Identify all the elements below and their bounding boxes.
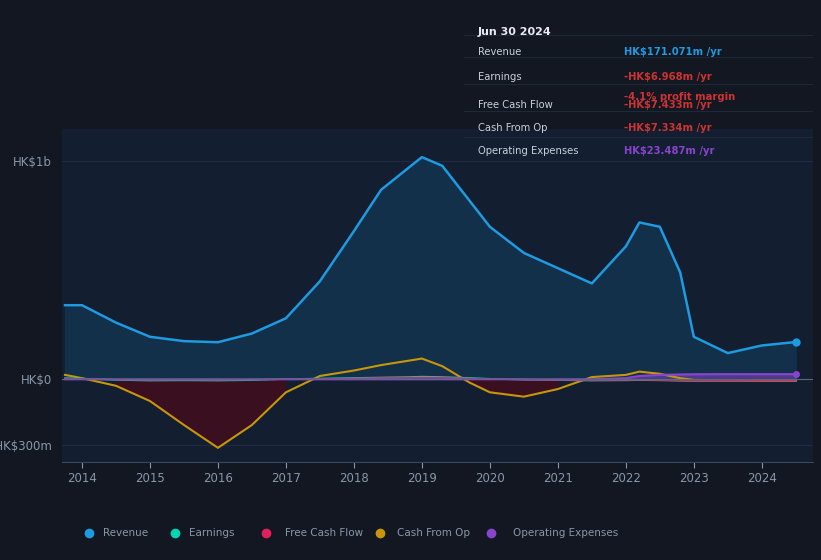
Text: Free Cash Flow: Free Cash Flow (285, 529, 363, 538)
Text: -HK$7.433m /yr: -HK$7.433m /yr (624, 100, 712, 110)
Text: HK$23.487m /yr: HK$23.487m /yr (624, 146, 715, 156)
Text: Revenue: Revenue (478, 47, 521, 57)
Text: Free Cash Flow: Free Cash Flow (478, 100, 553, 110)
Text: -4.1% profit margin: -4.1% profit margin (624, 92, 736, 102)
Text: Earnings: Earnings (189, 529, 234, 538)
Text: -HK$6.968m /yr: -HK$6.968m /yr (624, 72, 712, 82)
Text: HK$171.071m /yr: HK$171.071m /yr (624, 47, 722, 57)
Text: Earnings: Earnings (478, 72, 521, 82)
Text: -HK$7.334m /yr: -HK$7.334m /yr (624, 123, 712, 133)
Text: Cash From Op: Cash From Op (478, 123, 548, 133)
Text: Jun 30 2024: Jun 30 2024 (478, 27, 552, 37)
Text: Operating Expenses: Operating Expenses (478, 146, 578, 156)
Text: Operating Expenses: Operating Expenses (512, 529, 617, 538)
Text: Cash From Op: Cash From Op (397, 529, 470, 538)
Text: Revenue: Revenue (103, 529, 148, 538)
